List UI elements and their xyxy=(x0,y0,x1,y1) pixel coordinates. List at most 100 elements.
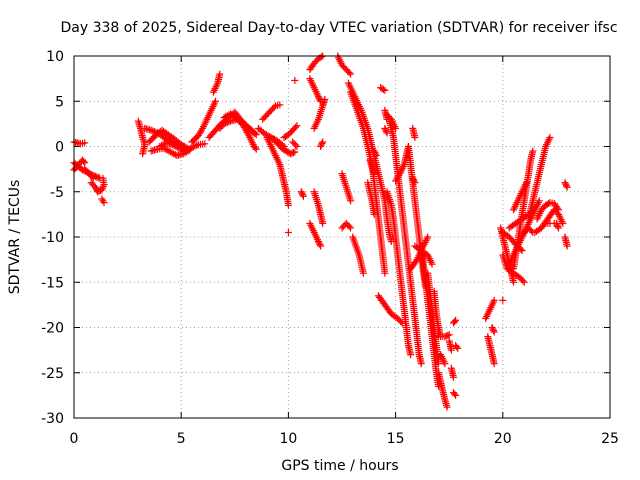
chart-title: Day 338 of 2025, Sidereal Day-to-day VTE… xyxy=(60,20,617,36)
data-point xyxy=(321,95,329,103)
data-point xyxy=(292,123,300,131)
data-point xyxy=(177,145,185,153)
data-point xyxy=(411,133,419,141)
data-point xyxy=(488,324,496,331)
data-point xyxy=(453,343,461,351)
data-point xyxy=(173,143,181,151)
data-point xyxy=(410,177,418,185)
data-point xyxy=(289,149,297,157)
data-point xyxy=(490,296,498,304)
y-axis-label: SDTVAR / TECUs xyxy=(7,180,23,295)
data-point xyxy=(447,346,455,354)
data-point xyxy=(407,351,415,359)
data-point xyxy=(223,119,231,127)
x-tick-label: 20 xyxy=(494,431,512,447)
data-point xyxy=(370,210,378,218)
data-point xyxy=(379,85,387,93)
data-point xyxy=(451,318,459,326)
data-point xyxy=(489,325,497,333)
y-tick-label: -25 xyxy=(41,366,64,382)
data-point xyxy=(314,238,322,246)
data-point xyxy=(175,144,183,152)
data-point xyxy=(434,360,442,368)
data-point xyxy=(212,97,220,105)
data-point xyxy=(445,331,453,339)
data-point xyxy=(522,179,530,187)
data-points xyxy=(70,52,571,411)
data-point xyxy=(490,327,498,335)
y-tick-label: -20 xyxy=(41,321,64,337)
x-tick-label: 0 xyxy=(70,431,79,447)
y-tick-label: -5 xyxy=(50,185,64,201)
data-point xyxy=(424,233,432,241)
data-point xyxy=(276,101,284,109)
data-point xyxy=(372,152,380,160)
data-point xyxy=(559,219,567,227)
data-point xyxy=(372,150,380,158)
data-point xyxy=(220,120,228,128)
data-point xyxy=(149,127,157,135)
data-point xyxy=(318,139,326,147)
data-point xyxy=(452,316,460,324)
data-point xyxy=(409,176,417,184)
data-point xyxy=(555,224,563,232)
data-point xyxy=(535,197,543,205)
data-point xyxy=(139,150,147,158)
data-point xyxy=(490,360,498,368)
data-point xyxy=(428,260,436,268)
y-tick-label: 10 xyxy=(46,49,64,65)
data-point xyxy=(370,147,378,155)
data-point xyxy=(147,126,155,134)
data-point xyxy=(411,179,419,187)
data-point xyxy=(270,103,278,111)
data-point xyxy=(370,170,378,178)
data-point xyxy=(499,296,507,304)
y-tick-label: -15 xyxy=(41,275,64,291)
data-point xyxy=(251,129,259,137)
x-tick-label: 10 xyxy=(279,431,297,447)
x-tick-label: 5 xyxy=(177,431,186,447)
data-point xyxy=(319,138,327,146)
y-tick-label: 0 xyxy=(55,140,64,156)
data-point xyxy=(520,278,528,286)
data-point xyxy=(100,199,108,207)
data-point xyxy=(490,328,498,336)
data-point xyxy=(345,222,353,230)
data-point xyxy=(292,141,300,149)
data-point xyxy=(193,141,201,149)
y-tick-label: -30 xyxy=(41,411,64,427)
data-point xyxy=(222,119,230,127)
y-tick-label: -10 xyxy=(41,230,64,246)
data-point xyxy=(552,219,560,227)
data-point xyxy=(381,86,389,94)
data-point xyxy=(317,242,325,250)
data-point xyxy=(94,174,102,182)
data-point xyxy=(392,124,400,132)
data-point xyxy=(88,173,96,181)
data-point xyxy=(252,131,260,139)
data-point xyxy=(561,179,569,187)
data-point xyxy=(216,70,224,78)
data-point xyxy=(81,159,89,167)
data-point xyxy=(316,241,324,249)
x-tick-label: 25 xyxy=(601,431,619,447)
data-point xyxy=(359,269,367,277)
data-point xyxy=(529,147,537,155)
data-point xyxy=(80,157,88,165)
data-point xyxy=(345,69,353,77)
data-point xyxy=(553,204,561,212)
data-point xyxy=(347,197,355,205)
data-point xyxy=(417,360,425,368)
data-point xyxy=(284,228,292,236)
data-point xyxy=(293,122,301,130)
data-point xyxy=(553,221,561,229)
data-point xyxy=(315,94,323,102)
data-point xyxy=(298,189,306,197)
grid-lines xyxy=(74,56,610,418)
y-tick-labels: -30 -25 -20 -15 -10 -5 0 5 10 xyxy=(41,49,64,427)
data-point xyxy=(252,145,260,153)
data-point xyxy=(293,143,301,150)
data-point xyxy=(284,201,292,209)
data-point xyxy=(441,360,449,368)
y-tick-label: 5 xyxy=(55,94,64,110)
